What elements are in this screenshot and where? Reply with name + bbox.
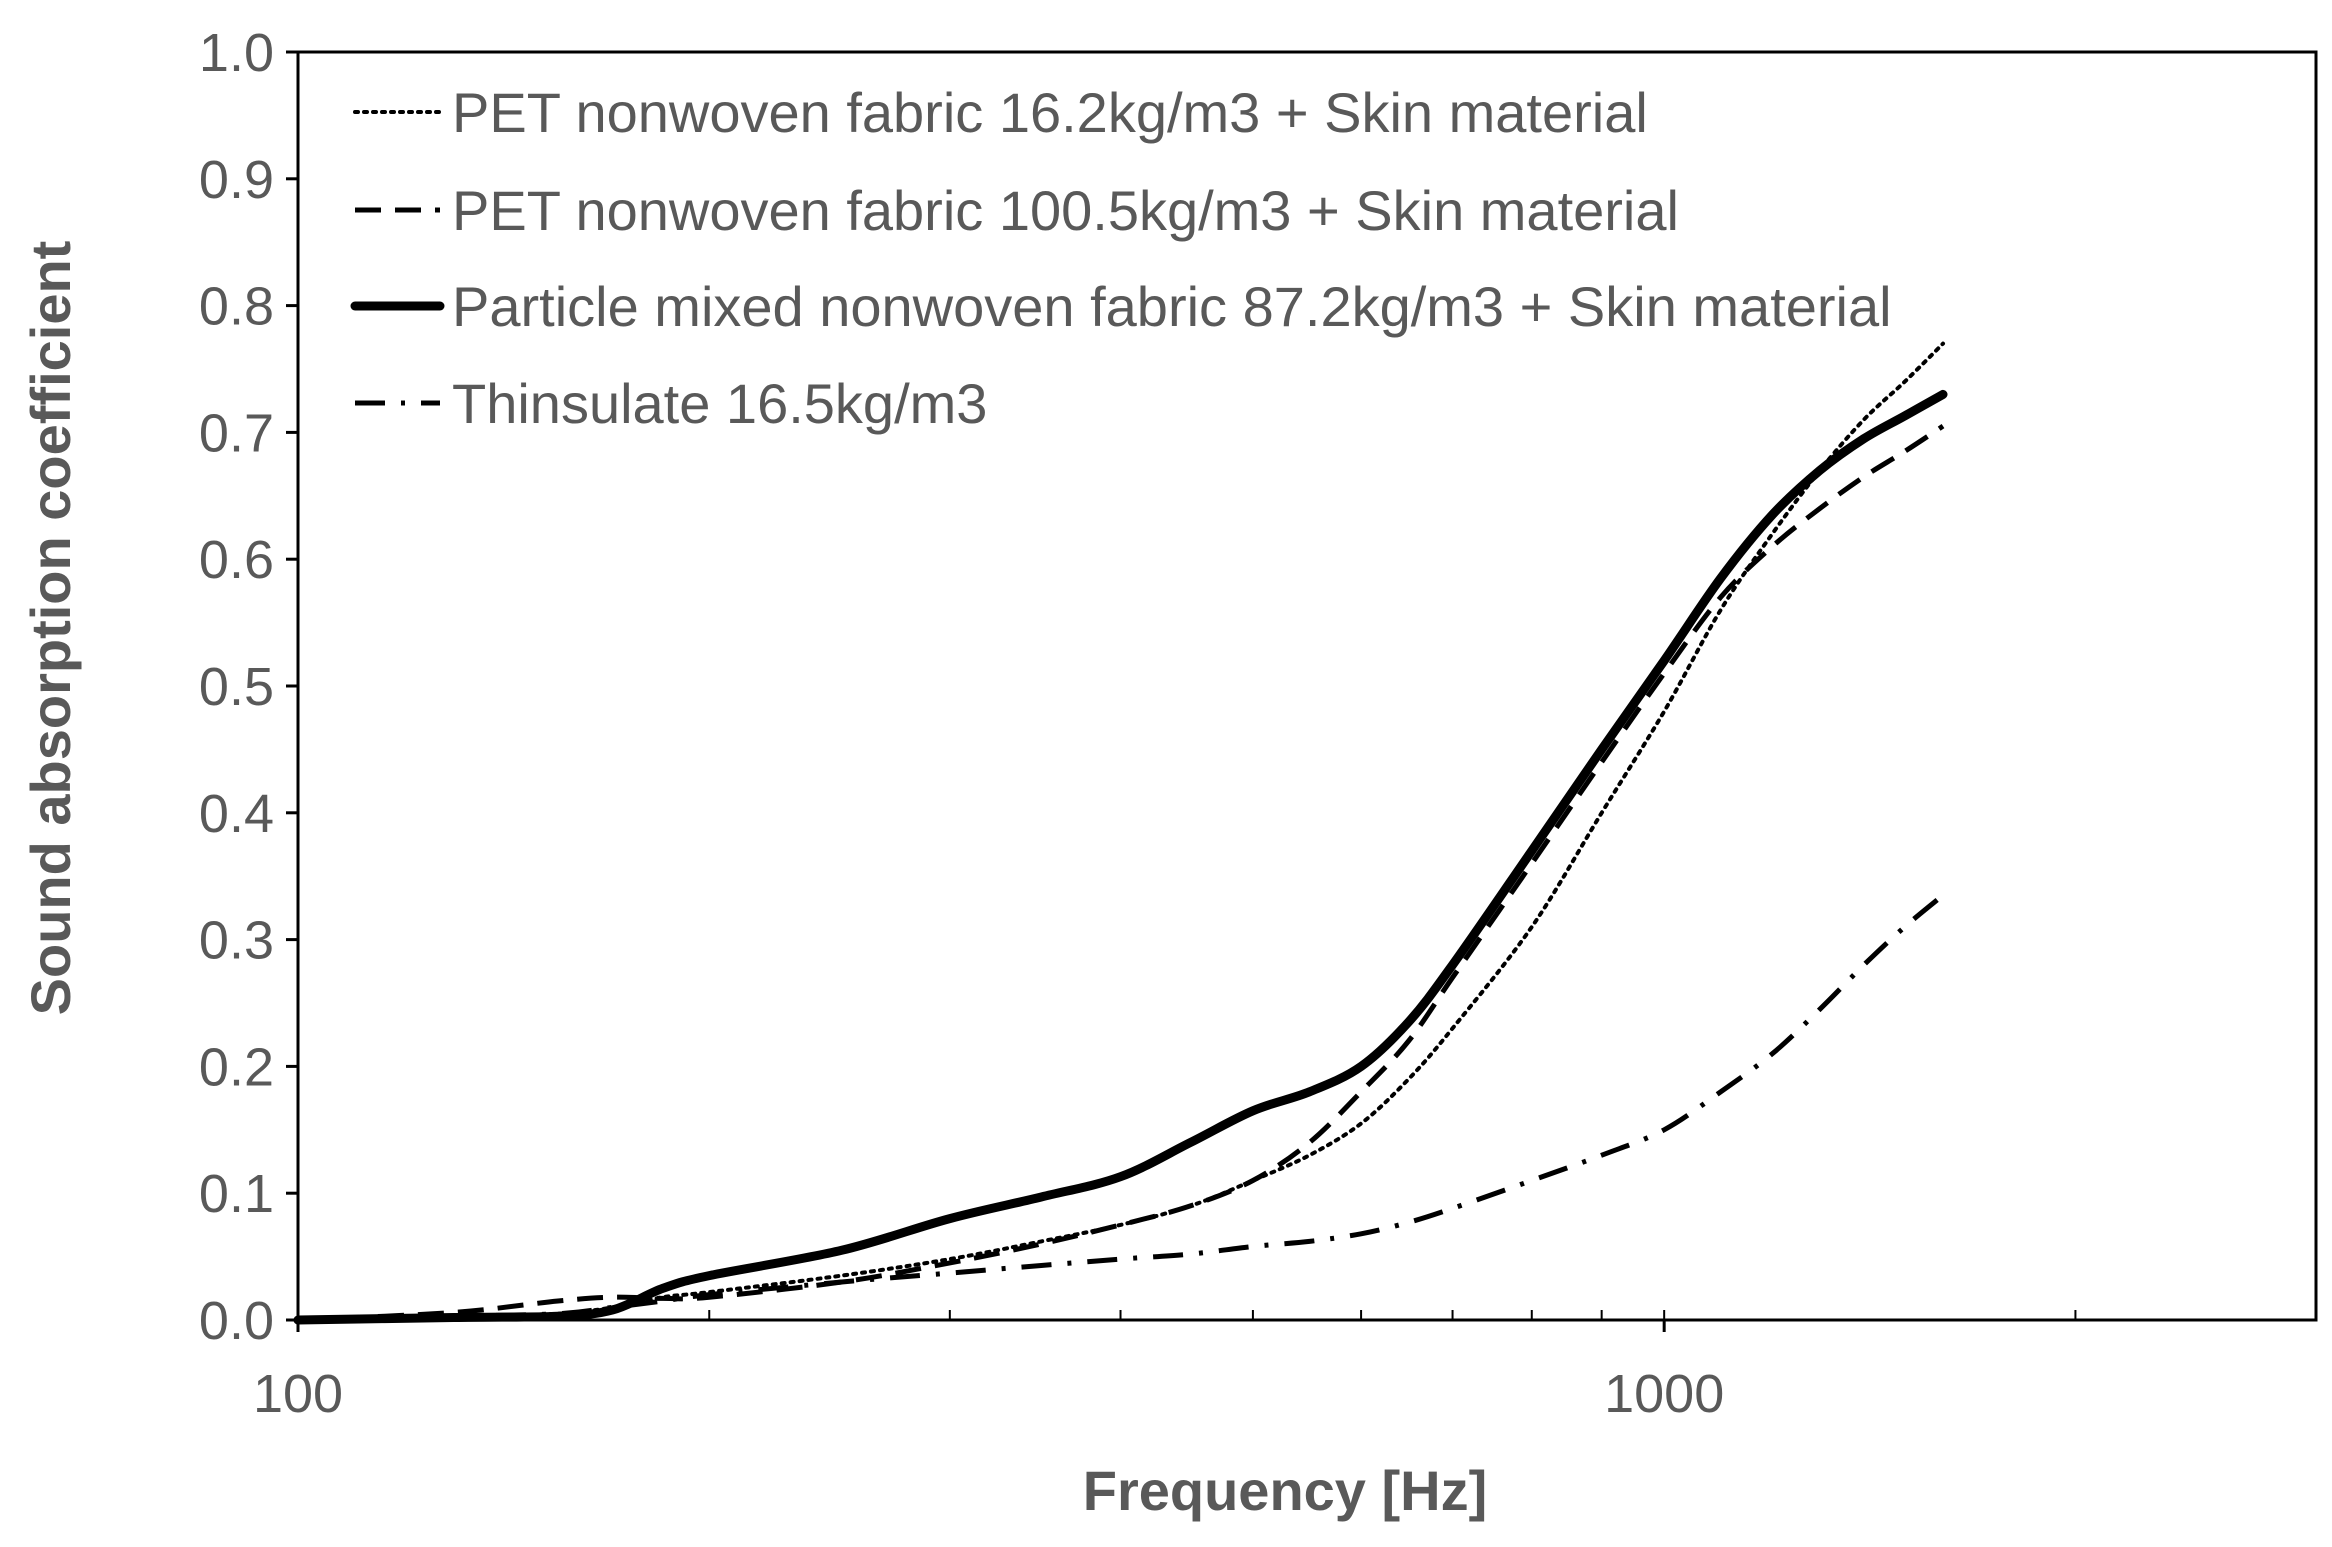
y-tick-label: 0.5 (199, 657, 274, 717)
x-axis-ticks: 100 1000 (253, 1310, 2317, 1424)
x-tick-label: 100 (253, 1364, 343, 1424)
series-line-3 (293, 389, 1948, 1325)
legend-label-2: PET nonwoven fabric 100.5kg/m3 + Skin ma… (452, 179, 1679, 242)
x-axis-title: Frequency [Hz] (1083, 1459, 1488, 1522)
y-tick-label: 0.9 (199, 150, 274, 210)
x-tick-label: 1000 (1604, 1364, 1724, 1424)
series-line-4 (297, 893, 1945, 1323)
plot-area-frame (296, 50, 2318, 1322)
series-line-1 (296, 341, 1945, 1322)
y-tick-label: 0.1 (199, 1164, 274, 1224)
legend-label-4: Thinsulate 16.5kg/m3 (452, 372, 987, 435)
y-tick-label: 0.6 (199, 530, 274, 590)
legend-label-1: PET nonwoven fabric 16.2kg/m3 + Skin mat… (452, 81, 1648, 144)
y-tick-label: 0.0 (199, 1291, 274, 1351)
y-tick-label: 0.7 (199, 403, 274, 463)
y-tick-label: 0.2 (199, 1037, 274, 1097)
y-tick-label: 0.3 (199, 911, 274, 971)
y-tick-label: 1.0 (199, 23, 274, 83)
legend: PET nonwoven fabric 16.2kg/m3 + Skin mat… (350, 81, 1892, 435)
legend-label-3: Particle mixed nonwoven fabric 87.2kg/m3… (452, 275, 1892, 338)
y-tick-label: 0.4 (199, 784, 274, 844)
y-axis-title: Sound absorption coefficient (19, 241, 82, 1016)
series-layer (293, 341, 1948, 1325)
y-tick-label: 0.8 (199, 277, 274, 337)
y-axis-ticks: 0.0 0.1 0.2 0.3 0.4 0.5 0.6 0.7 0.8 0.9 1.0 (199, 23, 298, 1351)
